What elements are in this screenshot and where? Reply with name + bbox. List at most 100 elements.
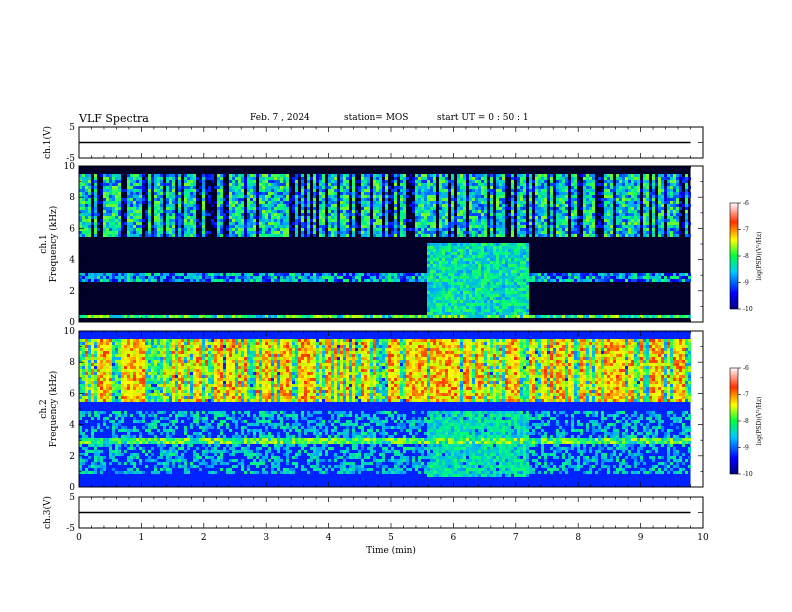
spectrogram-cell xyxy=(433,255,436,258)
spectrogram-cell xyxy=(166,219,169,222)
spectrogram-cell xyxy=(586,192,589,195)
spectrogram-cell xyxy=(202,234,205,237)
spectrogram-cell xyxy=(499,183,502,186)
spectrogram-cell xyxy=(136,198,139,201)
spectrogram-cell xyxy=(616,198,619,201)
spectrogram-cell xyxy=(313,315,316,318)
spectrogram-cell xyxy=(313,201,316,204)
spectrogram-cell xyxy=(172,231,175,234)
spectrogram-cell xyxy=(262,189,265,192)
spectrogram-cell xyxy=(271,219,274,222)
spectrogram-cell xyxy=(571,279,574,282)
spectrogram-cell xyxy=(628,219,631,222)
spectrogram-cell xyxy=(469,222,472,225)
spectrogram-cell xyxy=(124,276,127,279)
spectrogram-cell xyxy=(346,222,349,225)
spectrogram-cell xyxy=(445,219,448,222)
spectrogram-cell xyxy=(472,294,475,297)
spectrogram-cell xyxy=(514,309,517,312)
spectrogram-cell xyxy=(178,198,181,201)
spectrogram-cell xyxy=(502,216,505,219)
spectrogram-cell xyxy=(202,180,205,183)
spectrogram-cell xyxy=(403,177,406,180)
spectrogram-cell xyxy=(526,279,529,282)
spectrogram-cell xyxy=(256,207,259,210)
spectrogram-cell xyxy=(178,189,181,192)
spectrogram-cell xyxy=(628,189,631,192)
spectrogram-cell xyxy=(193,234,196,237)
spectrogram-cell xyxy=(307,180,310,183)
spectrogram-cell xyxy=(478,264,481,267)
spectrogram-cell xyxy=(613,216,616,219)
spectrogram-cell xyxy=(250,186,253,189)
spectrogram-cell xyxy=(505,291,508,294)
spectrogram-cell xyxy=(226,204,229,207)
spectrogram-cell xyxy=(442,204,445,207)
spectrogram-cell xyxy=(496,267,499,270)
spectrogram-cell xyxy=(304,216,307,219)
spectrogram-cell xyxy=(643,192,646,195)
spectrogram-cell xyxy=(160,276,163,279)
spectrogram-cell xyxy=(313,210,316,213)
spectrogram-cell xyxy=(232,195,235,198)
spectrogram-cell xyxy=(505,186,508,189)
spectrogram-cell xyxy=(403,216,406,219)
spectrogram-cell xyxy=(646,276,649,279)
spectrogram-cell xyxy=(460,213,463,216)
spectrogram-cell xyxy=(430,225,433,228)
spectrogram-cell xyxy=(415,204,418,207)
spectrogram-cell xyxy=(460,216,463,219)
spectrogram-cell xyxy=(604,216,607,219)
spectrogram-cell xyxy=(91,273,94,276)
spectrogram-cell xyxy=(352,210,355,213)
spectrogram-cell xyxy=(241,198,244,201)
spectrogram-cell xyxy=(520,222,523,225)
spectrogram-cell xyxy=(556,174,559,177)
spectrogram-cell xyxy=(178,228,181,231)
spectrogram-cell xyxy=(397,222,400,225)
spectrogram-cell xyxy=(544,186,547,189)
spectrogram-cell xyxy=(325,315,328,318)
spectrogram-cell xyxy=(586,222,589,225)
spectrogram-cell xyxy=(490,225,493,228)
spectrogram-cell xyxy=(415,213,418,216)
spectrogram-cell xyxy=(313,195,316,198)
spectrogram-cell xyxy=(247,231,250,234)
spectrogram-cell xyxy=(460,243,463,246)
spectrogram-cell xyxy=(220,234,223,237)
spectrogram-cell xyxy=(280,228,283,231)
spectrogram-cell xyxy=(280,204,283,207)
spectrogram-cell xyxy=(460,174,463,177)
spectrogram-cell xyxy=(637,180,640,183)
spectrogram-cell xyxy=(355,273,358,276)
spectrogram-cell xyxy=(517,174,520,177)
spectrogram-cell xyxy=(400,192,403,195)
spectrogram-cell xyxy=(559,228,562,231)
spectrogram-cell xyxy=(157,234,160,237)
spectrogram-cell xyxy=(526,246,529,249)
spectrogram-cell xyxy=(202,195,205,198)
spectrogram-cell xyxy=(442,252,445,255)
spectrogram-cell xyxy=(619,207,622,210)
spectrogram-cell xyxy=(172,234,175,237)
spectrogram-cell xyxy=(253,216,256,219)
spectrogram-cell xyxy=(97,213,100,216)
spectrogram-cell xyxy=(502,309,505,312)
spectrogram-cell xyxy=(292,204,295,207)
spectrogram-cell xyxy=(427,273,430,276)
spectrogram-cell xyxy=(481,276,484,279)
spectrogram-cell xyxy=(364,180,367,183)
spectrogram-cell xyxy=(169,195,172,198)
spectrogram-cell xyxy=(667,279,670,282)
spectrogram-cell xyxy=(367,180,370,183)
spectrogram-cell xyxy=(475,282,478,285)
spectrogram-cell xyxy=(625,207,628,210)
spectrogram-cell xyxy=(274,315,277,318)
spectrogram-cell xyxy=(259,276,262,279)
spectrogram-cell xyxy=(427,288,430,291)
spectrogram-cell xyxy=(643,201,646,204)
spectrogram-cell xyxy=(124,201,127,204)
spectrogram-cell xyxy=(481,255,484,258)
spectrogram-cell xyxy=(322,189,325,192)
spectrogram-cell xyxy=(499,294,502,297)
